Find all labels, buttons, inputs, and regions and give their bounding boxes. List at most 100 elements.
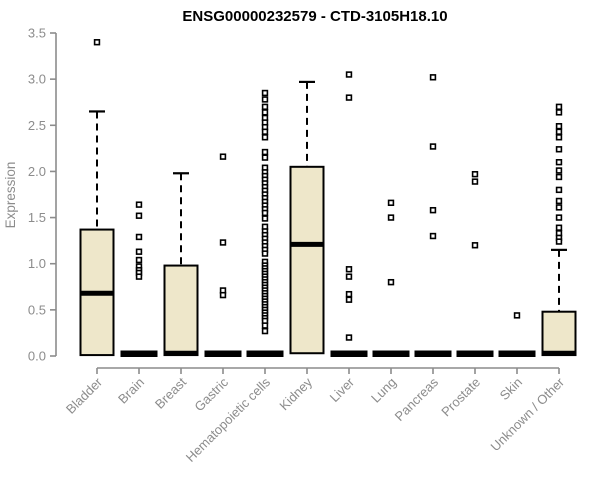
outlier-point: [555, 197, 563, 205]
collapsed-box: [456, 350, 494, 357]
y-tick-label: 0.0: [28, 349, 46, 364]
outlier-point: [429, 232, 437, 240]
outlier-point: [261, 209, 269, 217]
outlier-point: [555, 214, 563, 221]
x-tick-label-brain: Brain: [115, 375, 147, 407]
outliers-unknown-other: [555, 103, 563, 245]
boxplot-kidney: [289, 80, 325, 355]
x-tick-label-kidney: Kidney: [276, 374, 315, 413]
y-tick-label: 1.0: [28, 256, 46, 271]
outlier-point: [555, 238, 563, 245]
y-tick-label: 3.5: [28, 26, 46, 41]
iqr-box: [163, 264, 199, 357]
outlier-point: [387, 278, 395, 286]
y-tick-label: 3.0: [28, 72, 46, 87]
outlier-point: [513, 312, 521, 319]
iqr-box: [289, 165, 325, 355]
collapsed-box: [246, 350, 284, 357]
boxplot-brain: [120, 201, 158, 357]
boxplot-pancreas: [414, 74, 452, 357]
outlier-point: [345, 94, 353, 101]
outlier-point: [555, 134, 563, 141]
boxplot-unknown-other: [541, 103, 577, 357]
collapsed-box: [498, 350, 536, 357]
outlier-point: [555, 109, 563, 116]
plot-area: 0.0 0.5 1.0 1.5 2.0 2.5 3.0 3.5 Bladder Brain Brea…: [28, 26, 577, 465]
outlier-point: [135, 248, 143, 255]
outlier-point: [135, 233, 143, 241]
outlier-point: [261, 103, 269, 111]
outlier-point: [345, 71, 353, 78]
outliers-bladder: [93, 39, 101, 46]
outlier-point: [387, 199, 395, 207]
x-tick-label-skin: Skin: [497, 375, 525, 403]
outlier-point: [555, 128, 563, 135]
outlier-point: [261, 109, 269, 116]
outlier-point: [345, 296, 353, 303]
outlier-point: [345, 273, 353, 280]
outlier-point: [429, 206, 437, 214]
outlier-point: [135, 201, 143, 208]
boxplot-liver: [330, 71, 368, 357]
outlier-point: [429, 143, 437, 150]
y-tick-label: 2.5: [28, 118, 46, 133]
chart-title: ENSG00000232579 - CTD-3105H18.10: [182, 8, 447, 25]
outlier-point: [555, 224, 563, 231]
outlier-point: [471, 170, 479, 178]
y-tick-label: 2.0: [28, 164, 46, 179]
y-tick-label: 1.5: [28, 210, 46, 225]
outlier-point: [261, 215, 269, 222]
outlier-point: [261, 154, 269, 161]
x-tick-label-bladder: Bladder: [63, 374, 106, 417]
y-tick-label: 0.5: [28, 302, 46, 317]
outlier-point: [345, 334, 353, 341]
outlier-point: [261, 89, 269, 97]
outlier-point: [261, 128, 269, 135]
boxplot-prostate: [456, 170, 494, 357]
boxplot-bladder: [79, 39, 115, 357]
outlier-point: [135, 256, 143, 264]
outliers-brain: [135, 201, 143, 280]
outliers-liver: [345, 71, 353, 341]
outlier-point: [555, 167, 563, 174]
boxplot-skin: [498, 312, 536, 357]
outlier-point: [93, 39, 101, 46]
outlier-point: [429, 74, 437, 81]
outlier-point: [219, 291, 227, 299]
outlier-point: [135, 212, 143, 219]
boxplot-hematopoietic-cells: [246, 89, 284, 357]
outlier-point: [555, 103, 563, 111]
outliers-skin: [513, 312, 521, 319]
outlier-point: [345, 290, 353, 298]
x-tick-label-gastric: Gastric: [191, 374, 231, 414]
x-tick-label-pancreas: Pancreas: [392, 374, 442, 424]
outlier-point: [555, 204, 563, 211]
x-tick-label-prostate: Prostate: [438, 375, 483, 420]
x-tick-label-unknown-other: Unknown / Other: [488, 374, 568, 454]
outlier-point: [261, 250, 269, 257]
outlier-point: [471, 178, 479, 185]
outlier-point: [387, 214, 395, 221]
boxplot-gastric: [204, 153, 242, 357]
outliers-pancreas: [429, 74, 437, 240]
collapsed-box: [414, 350, 452, 357]
outlier-point: [555, 173, 563, 181]
outliers-gastric: [219, 153, 227, 299]
outlier-point: [261, 96, 269, 103]
y-axis-title: Expression: [3, 162, 18, 229]
outlier-point: [555, 186, 563, 194]
outlier-point: [219, 239, 227, 246]
y-axis: 0.0 0.5 1.0 1.5 2.0 2.5 3.0 3.5: [28, 26, 57, 364]
outlier-point: [261, 322, 269, 329]
x-tick-label-lung: Lung: [368, 375, 399, 406]
outlier-point: [261, 327, 269, 335]
collapsed-box: [330, 350, 368, 357]
outlier-point: [345, 266, 353, 273]
outliers-prostate: [471, 170, 479, 249]
collapsed-box: [372, 350, 410, 357]
outliers-hematopoietic-cells: [261, 89, 269, 335]
outlier-point: [555, 146, 563, 153]
